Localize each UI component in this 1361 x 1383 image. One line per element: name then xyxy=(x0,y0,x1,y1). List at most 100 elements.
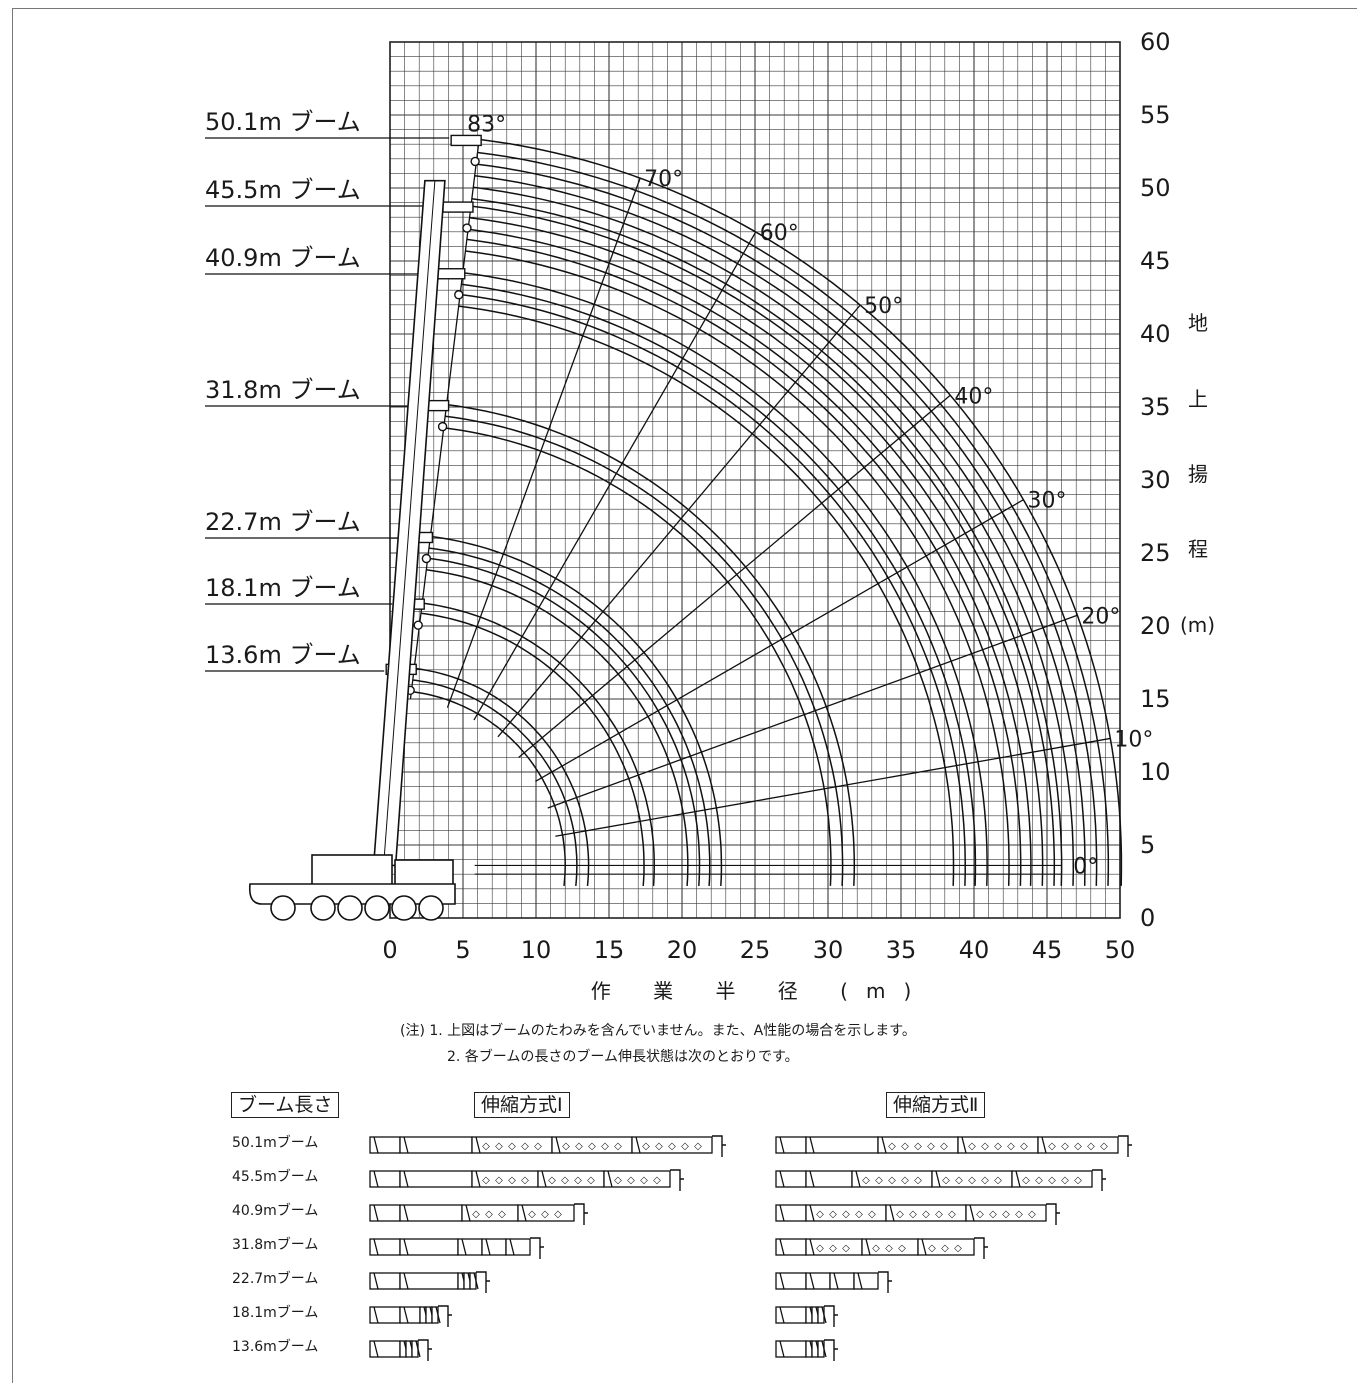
crane-wheel xyxy=(391,895,417,921)
boom-arc xyxy=(428,547,711,886)
crane-wheel xyxy=(337,895,363,921)
y-tick-label: 25 xyxy=(1140,539,1171,567)
y-tick-label: 55 xyxy=(1140,101,1171,129)
angle-label: 0° xyxy=(1073,854,1098,879)
method-1-header: 伸縮方式Ⅰ xyxy=(474,1092,570,1118)
boom-arc xyxy=(470,205,1056,886)
boom-arc xyxy=(426,569,689,886)
x-axis-label: 作 業 半 径 (m) xyxy=(591,979,930,1003)
boom-arc xyxy=(412,679,578,886)
boom-series-label: 50.1m ブーム xyxy=(205,108,361,136)
boom-arc xyxy=(478,138,1123,886)
boom-arc xyxy=(469,216,1044,886)
y-tick-label: 10 xyxy=(1140,758,1171,786)
boom-row-label: 45.5mブーム xyxy=(232,1169,319,1185)
crane-illustration xyxy=(248,179,456,921)
boom-arc xyxy=(465,250,1010,886)
boom-arc xyxy=(474,174,1086,886)
note-line-1: (注) 1. 上図はブームのたわみを含んでいません。また、A性能の場合を示します… xyxy=(400,1023,916,1039)
hook-block xyxy=(437,421,448,432)
y-tick-label: 30 xyxy=(1140,466,1171,494)
note-line-2: 2. 各ブームの長さのブーム伸長状態は次のとおりです。 xyxy=(447,1049,799,1065)
boom-row-label: 31.8mブーム xyxy=(232,1237,319,1253)
boom-arc xyxy=(477,151,1110,886)
plot-frame xyxy=(389,41,1121,919)
hook-block xyxy=(454,290,464,300)
boom-arc xyxy=(430,535,723,886)
grid xyxy=(389,41,1121,919)
boom-arc xyxy=(420,612,645,886)
hook-block xyxy=(470,156,480,167)
boom-head xyxy=(434,268,466,280)
angle-label: 60° xyxy=(760,221,799,246)
hook-block xyxy=(421,553,432,564)
y-axis-label-char: 程 xyxy=(1188,537,1208,561)
page-frame xyxy=(12,8,1357,1383)
boom-centerline xyxy=(383,180,436,866)
boom-arc xyxy=(427,557,701,886)
boom-arc xyxy=(443,427,832,886)
y-tick-label: 15 xyxy=(1140,685,1171,713)
x-tick-label: 50 xyxy=(1105,936,1136,964)
boom-arc xyxy=(462,272,988,886)
angle-label: 83° xyxy=(467,112,506,137)
angle-line xyxy=(446,177,641,708)
boom-arc xyxy=(461,283,977,886)
boom-arc xyxy=(471,198,1063,886)
y-axis-label-char: (m) xyxy=(1180,613,1215,637)
angle-label: 30° xyxy=(1027,489,1066,514)
method-2-header: 伸縮方式Ⅱ xyxy=(886,1092,986,1118)
boom-series-label: 18.1m ブーム xyxy=(205,574,361,602)
boom-length-header: ブーム長さ xyxy=(231,1092,340,1118)
angle-line xyxy=(535,499,1024,783)
y-tick-label: 0 xyxy=(1140,904,1155,932)
y-tick-label: 60 xyxy=(1140,28,1171,56)
boom-arc xyxy=(476,163,1098,886)
x-tick-label: 10 xyxy=(521,936,552,964)
y-tick-label: 35 xyxy=(1140,393,1171,421)
x-tick-label: 25 xyxy=(740,936,771,964)
angle-label: 20° xyxy=(1081,604,1120,629)
angle-line xyxy=(497,304,861,738)
angle-lines: 83° 70° 60° 50° 40° 30° 20° 10° 0° xyxy=(409,112,1153,879)
angle-line xyxy=(555,737,1111,837)
boom-arc xyxy=(422,602,655,886)
x-tick-label: 0 xyxy=(382,936,397,964)
hook-block xyxy=(413,620,423,630)
x-tick-label: 15 xyxy=(594,936,625,964)
boom-row-label: 13.6mブーム xyxy=(232,1339,319,1355)
y-tick-label: 50 xyxy=(1140,174,1171,202)
angle-label: 50° xyxy=(864,294,903,319)
crane-wheel xyxy=(418,895,444,921)
boom-arc xyxy=(446,403,856,886)
boom-arc xyxy=(445,415,844,886)
x-tick-label: 45 xyxy=(1032,936,1063,964)
working-range-chart: 0 5 10 15 20 25 30 35 40 45 5005101520253035404550… xyxy=(205,28,1215,1003)
x-tick-label: 5 xyxy=(455,936,470,964)
boom-arc xyxy=(414,667,590,886)
y-tick-label: 40 xyxy=(1140,320,1171,348)
boom-arc xyxy=(473,186,1075,886)
crane-wheel xyxy=(364,895,390,921)
boom-head xyxy=(442,201,474,213)
boom-head xyxy=(450,134,482,147)
x-tick-label: 35 xyxy=(886,936,917,964)
angle-line xyxy=(518,394,951,759)
y-tick-label: 5 xyxy=(1140,831,1155,859)
y-tick-label: 45 xyxy=(1140,247,1171,275)
crane-wheel xyxy=(310,895,336,921)
boom-row-label: 22.7mブーム xyxy=(232,1271,319,1287)
x-tick-label: 40 xyxy=(959,936,990,964)
x-tick-label: 20 xyxy=(667,936,698,964)
angle-label: 70° xyxy=(644,167,683,192)
crane-wheel xyxy=(270,895,296,921)
angle-label: 40° xyxy=(954,384,993,409)
boom-arc xyxy=(468,228,1032,886)
boom-series-label: 22.7m ブーム xyxy=(205,508,361,536)
angle-label: 10° xyxy=(1114,727,1153,752)
boom-arc xyxy=(466,238,1022,886)
angle-line xyxy=(473,231,757,721)
y-axis-label-char: 地 xyxy=(1188,311,1208,335)
boom-arc xyxy=(411,690,566,886)
boom-series-label: 31.8m ブーム xyxy=(205,376,361,404)
